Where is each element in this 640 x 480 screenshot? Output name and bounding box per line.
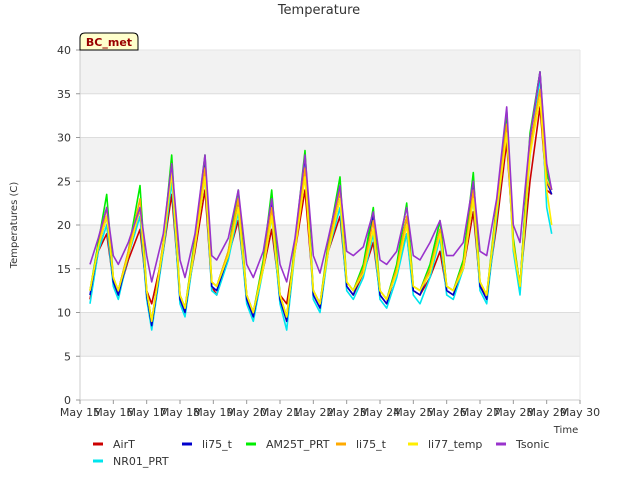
x-tick-label: May 28 — [493, 406, 533, 419]
x-tick-label: May 29 — [527, 406, 567, 419]
legend-label: AM25T_PRT — [266, 438, 330, 451]
y-tick-label: 40 — [57, 44, 71, 57]
legend-label: li75_t — [202, 438, 233, 451]
x-tick-label: May 18 — [160, 406, 200, 419]
x-tick-label: May 22 — [293, 406, 333, 419]
y-tick-label: 5 — [64, 350, 71, 363]
y-tick-label: 35 — [57, 88, 71, 101]
plot-band — [80, 50, 580, 94]
x-tick-label: May 26 — [427, 406, 467, 419]
plot-band — [80, 312, 580, 357]
chart-title: Temperature — [277, 3, 360, 18]
x-tick-label: May 25 — [393, 406, 433, 419]
x-axis-label: Time — [553, 425, 578, 436]
x-tick-label: May 24 — [360, 406, 400, 419]
legend-label: Tsonic — [515, 438, 549, 451]
y-axis-label: Temperatures (C) — [9, 182, 20, 270]
x-tick-label: May 15 — [60, 406, 100, 419]
series-lines — [89, 71, 553, 331]
legend: AirT NR01_PRT li75_t AM25T_PRT li75_t li77_te… — [93, 438, 549, 468]
y-tick-label: 10 — [57, 307, 71, 320]
x-tick-label: May 30 — [560, 406, 600, 419]
series-line-5 — [89, 97, 553, 323]
legend-label: li75_t — [356, 438, 387, 451]
legend-label: AirT — [113, 438, 135, 451]
x-tick-label: May 21 — [260, 406, 300, 419]
badge-box — [79, 32, 139, 51]
x-tick-label: May 19 — [193, 406, 233, 419]
legend-label: li77_temp — [428, 438, 482, 451]
y-tick-label: 25 — [57, 175, 71, 188]
x-tick-label: May 23 — [327, 406, 367, 419]
y-axis-ticks: 0 5 10 15 20 25 30 35 40 — [57, 44, 80, 407]
y-tick-label: 0 — [64, 394, 71, 407]
y-tick-label: 15 — [57, 263, 71, 276]
badge-label: BC_met — [86, 36, 132, 49]
series-line-6 — [89, 71, 553, 283]
plot-band — [80, 137, 580, 182]
y-tick-label: 30 — [57, 132, 71, 145]
site-badge: BC_met — [79, 32, 139, 51]
legend-label: NR01_PRT — [113, 455, 169, 468]
y-tick-label: 20 — [57, 219, 71, 232]
x-tick-label: May 17 — [127, 406, 167, 419]
x-tick-label: May 27 — [460, 406, 500, 419]
x-tick-label: May 20 — [227, 406, 267, 419]
x-tick-label: May 16 — [93, 406, 133, 419]
